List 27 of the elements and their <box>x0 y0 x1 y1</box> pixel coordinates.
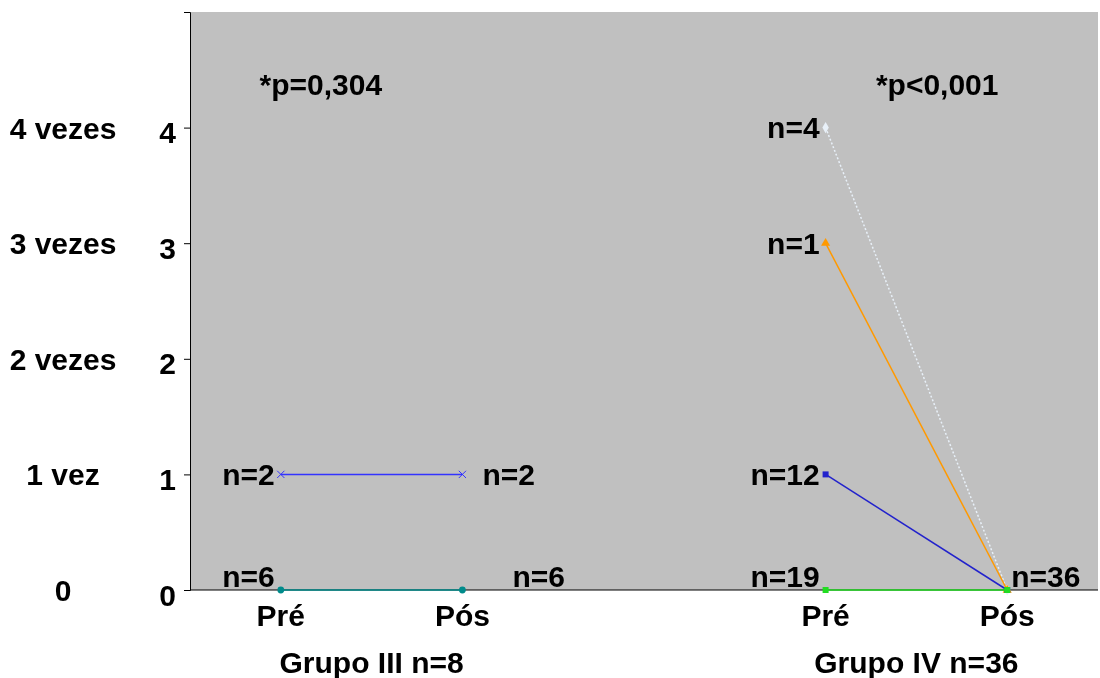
y-tick-label: 1 <box>159 462 176 496</box>
x-tick-label: Pré <box>801 599 850 632</box>
series-label: n=1 <box>767 226 820 260</box>
y-tick-label: 3 <box>159 231 176 265</box>
text: n=2 <box>482 457 535 491</box>
series-label: n=12 <box>750 457 820 491</box>
series-label: n=2 <box>222 457 275 491</box>
text: n=6 <box>512 559 565 593</box>
y-tick-label: 0 <box>159 578 176 612</box>
y-tick-label: 2 <box>159 347 176 381</box>
annotation: *p<0,001 <box>875 67 999 101</box>
annotation: *p=0,304 <box>259 67 383 101</box>
x-tick-label: Pós <box>979 599 1035 632</box>
y2-tick-label: 3 vezes <box>9 227 117 261</box>
y2-tick-label: 2 vezes <box>9 342 117 376</box>
annotation: n=36 <box>1011 559 1081 593</box>
y-tick-label: 4 <box>159 116 177 150</box>
y2-tick-label: 1 vez <box>26 458 100 492</box>
series-label: n=6 <box>222 559 275 593</box>
series-label: n=19 <box>750 559 820 593</box>
y2-tick-label: 0 <box>54 574 72 607</box>
x-tick-label: Pós <box>434 599 490 632</box>
text: Grupo III n=8 <box>279 645 464 678</box>
series-label: n=4 <box>767 111 820 145</box>
x-tick-label: Pré <box>256 599 305 632</box>
text: Grupo IV n=36 <box>814 645 1019 678</box>
y2-tick-label: 4 vezes <box>9 111 117 145</box>
